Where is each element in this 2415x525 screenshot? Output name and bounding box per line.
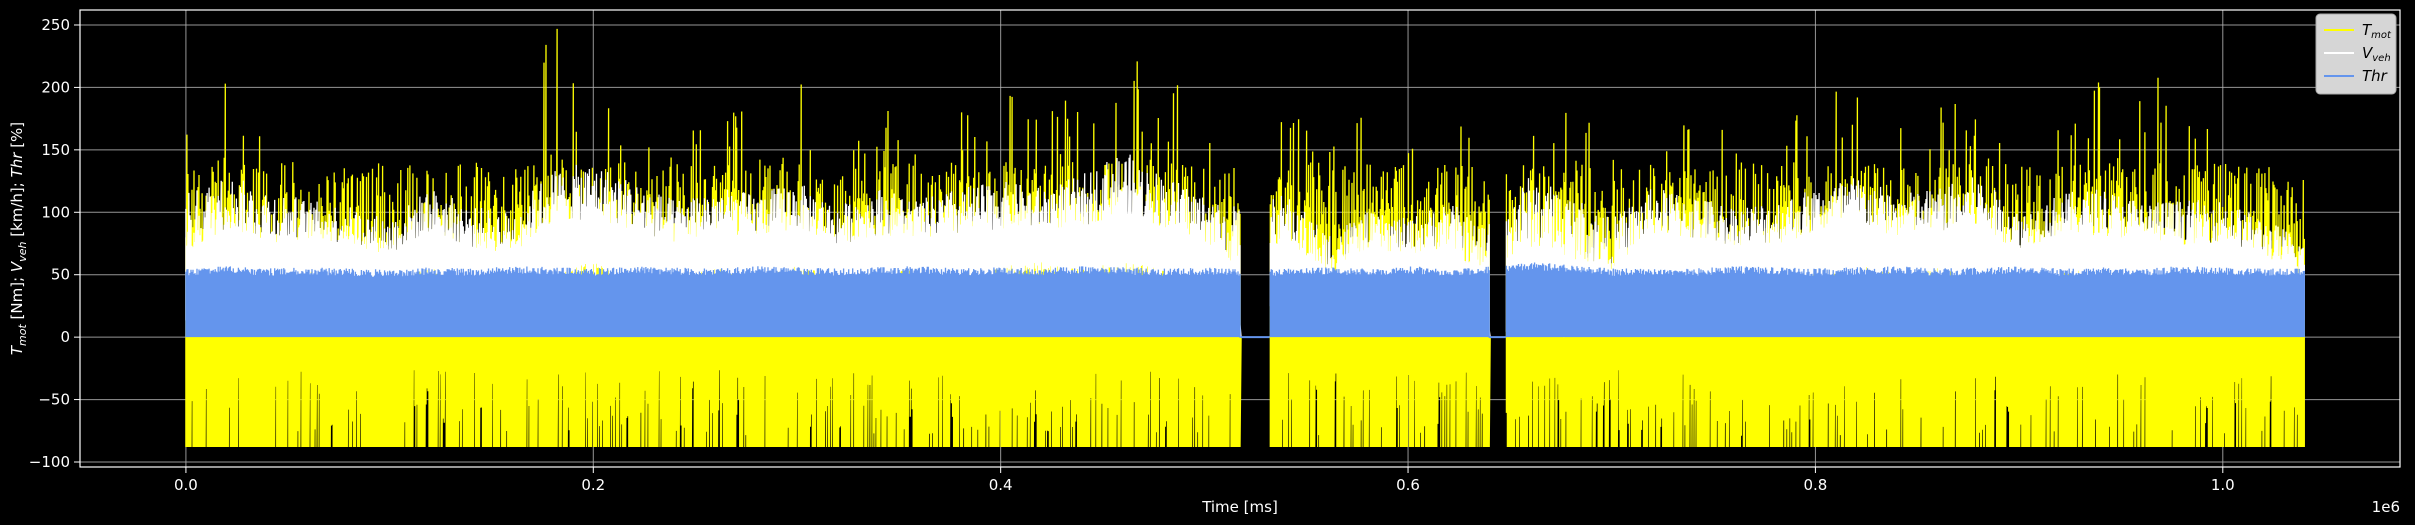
plot-frame (79, 9, 2401, 468)
x-tick-label: 0.2 (581, 476, 605, 494)
tick-layer: 0.0 0.2 0.4 0.6 0.8 1.0 −100 −50 0 50 100 150 200 250 (29, 16, 2235, 494)
y-tick-label: 0 (60, 328, 70, 346)
y-tick-label: 100 (41, 203, 70, 221)
x-tick-label: 0.6 (1396, 476, 1420, 494)
y-tick-label: 50 (51, 266, 70, 284)
x-tick-label: 0.4 (989, 476, 1013, 494)
x-tick-label: 0.0 (174, 476, 198, 494)
x-axis-offset-label: 1e6 (2372, 498, 2400, 516)
series-layer (185, 28, 2305, 448)
y-tick-label: −50 (38, 391, 70, 409)
x-tick-label: 0.8 (1803, 476, 1827, 494)
y-tick-label: 200 (41, 78, 70, 96)
y-axis-label: Tmot [Nm]; Vveh [km/h]; Thr [%] (8, 122, 29, 355)
legend: Tmot Vveh Thr (2315, 13, 2397, 95)
y-tick-label: 250 (41, 16, 70, 34)
x-axis-label: Time [ms] (1201, 498, 1278, 516)
y-tick-label: −100 (29, 453, 70, 471)
legend-box (2315, 13, 2397, 95)
legend-entry-label: Vveh (2362, 44, 2391, 64)
legend-entry-label: Tmot (2362, 21, 2392, 41)
legend-entry-label: Thr (2362, 67, 2388, 85)
series-line-thr (185, 262, 2305, 338)
x-tick-label: 1.0 (2211, 476, 2235, 494)
y-tick-label: 150 (41, 141, 70, 159)
